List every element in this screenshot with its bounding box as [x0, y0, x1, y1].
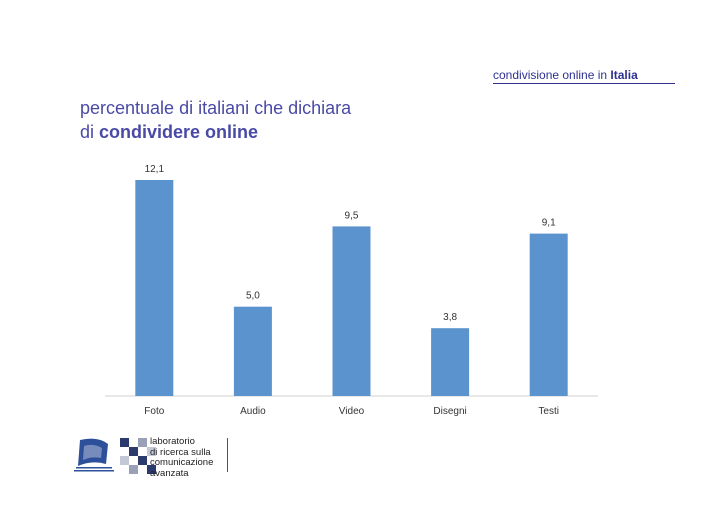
lab-line-2: di ricerca sulla [150, 446, 211, 458]
checkerboard-icon [120, 438, 156, 474]
lab-line-3: comunicazione [150, 457, 214, 468]
value-label-audio: 5,0 [246, 291, 260, 302]
category-label-audio: Audio [240, 406, 266, 417]
bar-testi [529, 233, 568, 396]
lab-line-4: avanzata [150, 467, 189, 479]
lab-text: laboratorio di ricerca sulla comunicazio… [150, 436, 214, 479]
bars-group: 12,1 Foto 5,0 Audio 9,5 Video 3,8 Disegni 9,1 Tes… [135, 164, 568, 417]
category-label-disegni: Disegni [433, 406, 466, 417]
bar-foto [135, 180, 174, 396]
category-label-foto: Foto [144, 406, 164, 417]
value-label-testi: 9,1 [542, 218, 556, 229]
title-line-1: percentuale di italiani che dichiara [80, 98, 352, 118]
title-line-2-prefix: di [80, 122, 100, 142]
title-line-2: di condividere online [80, 120, 351, 144]
category-label-video: Video [339, 406, 365, 417]
bar-audio [233, 306, 272, 396]
title-line-2-bold: condividere online [99, 122, 259, 142]
topic-header: condivisione online in Italia [493, 68, 675, 84]
topic-bold: Italia [610, 68, 638, 82]
value-label-disegni: 3,8 [443, 312, 457, 323]
lab-logo [74, 438, 156, 474]
chart-title: percentuale di italiani che dichiara di … [80, 96, 351, 144]
bar-disegni [431, 328, 470, 396]
category-label-testi: Testi [538, 406, 559, 417]
logo-emblem-icon [74, 438, 114, 472]
value-label-video: 9,5 [345, 210, 359, 221]
value-label-foto: 12,1 [145, 164, 165, 175]
bar-video [332, 226, 371, 396]
lab-divider [227, 438, 228, 472]
lab-line-1: laboratorio [150, 436, 195, 447]
topic-prefix: condivisione online in [493, 68, 611, 82]
